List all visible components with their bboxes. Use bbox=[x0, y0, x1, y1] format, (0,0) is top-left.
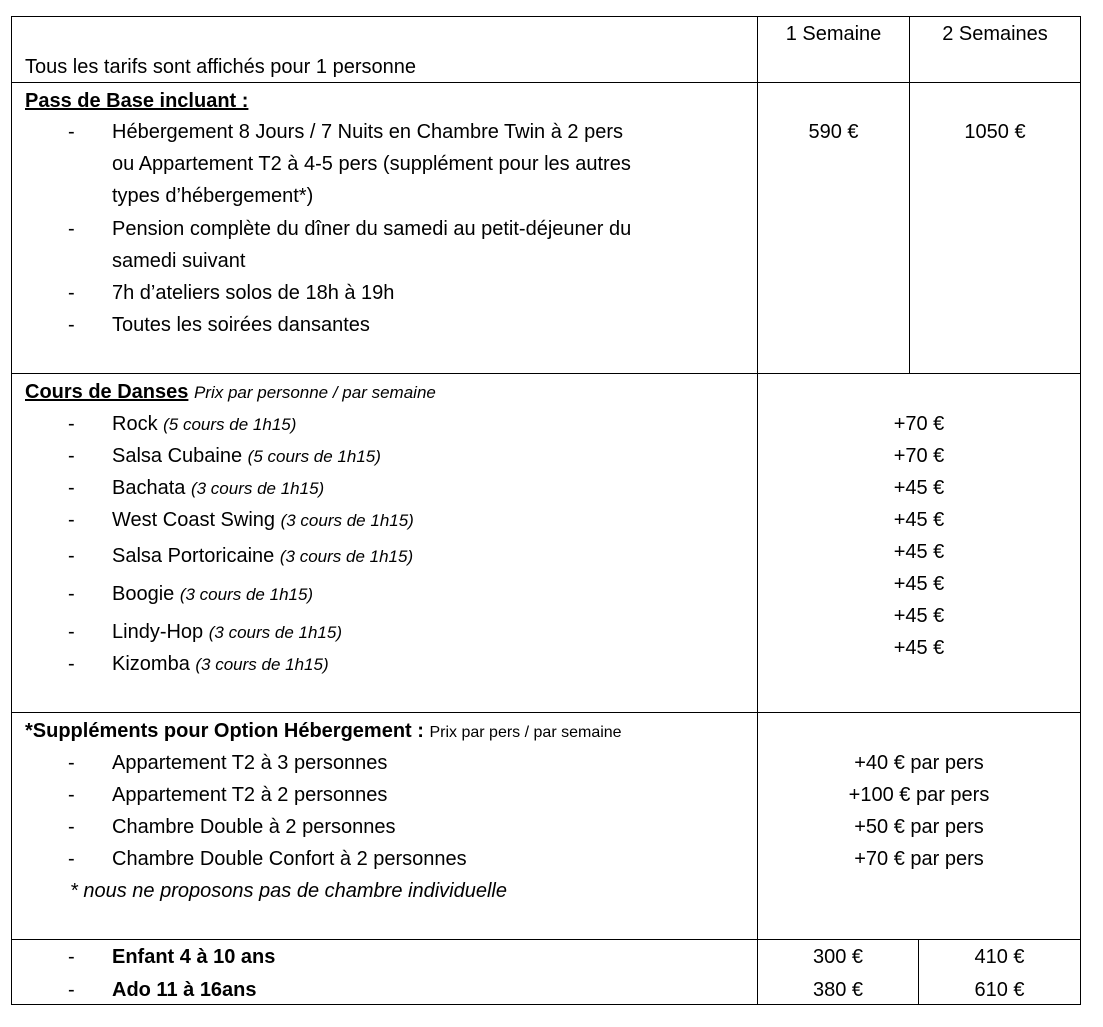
bullet: - bbox=[68, 121, 75, 143]
bullet: - bbox=[68, 946, 75, 968]
pass-line: Pension complète du dîner du samedi au p… bbox=[112, 218, 632, 240]
course-name: Salsa Portoricaine bbox=[112, 545, 275, 567]
course-item: Bachata (3 cours de 1h15) bbox=[112, 476, 324, 501]
course-name: Kizomba bbox=[112, 653, 190, 675]
course-price: +70 € bbox=[893, 445, 945, 467]
course-price: +45 € bbox=[893, 477, 945, 499]
border bbox=[909, 16, 910, 373]
youth-price-2-weeks: 410 € bbox=[974, 946, 1025, 968]
course-price: +45 € bbox=[893, 509, 945, 531]
border bbox=[11, 939, 1081, 940]
course-item: Kizomba (3 cours de 1h15) bbox=[112, 652, 329, 677]
bullet: - bbox=[68, 282, 75, 304]
border bbox=[11, 712, 1081, 713]
border bbox=[757, 16, 758, 1005]
course-detail: (3 cours de 1h15) bbox=[179, 585, 314, 604]
bullet: - bbox=[68, 979, 75, 1001]
course-name: Boogie bbox=[112, 583, 175, 605]
course-detail: (3 cours de 1h15) bbox=[280, 511, 414, 530]
supplement-name: Chambre Double Confort à 2 personnes bbox=[112, 848, 467, 870]
course-name: West Coast Swing bbox=[112, 509, 276, 531]
course-price: +70 € bbox=[893, 413, 945, 435]
column-header-1-week: 1 Semaine bbox=[785, 23, 882, 45]
youth-price-1-week: 380 € bbox=[812, 979, 864, 1001]
youth-label: Enfant 4 à 10 ans bbox=[112, 946, 276, 968]
bullet: - bbox=[68, 621, 75, 643]
border bbox=[11, 82, 1081, 83]
course-price: +45 € bbox=[893, 637, 945, 659]
course-detail: (5 cours de 1h15) bbox=[163, 415, 297, 434]
course-name: Lindy-Hop bbox=[112, 621, 204, 643]
bullet: - bbox=[68, 509, 75, 531]
bullet: - bbox=[68, 314, 75, 336]
supplements-note: * nous ne proposons pas de chambre indiv… bbox=[70, 880, 507, 902]
bullet: - bbox=[68, 583, 75, 605]
column-header-2-weeks: 2 Semaines bbox=[942, 23, 1048, 45]
border bbox=[11, 1004, 1081, 1005]
pass-line: types d’hébergement*) bbox=[112, 185, 314, 207]
course-item: Rock (5 cours de 1h15) bbox=[112, 412, 296, 437]
supplement-name: Chambre Double à 2 personnes bbox=[112, 816, 396, 838]
pass-price-2-weeks: 1050 € bbox=[964, 121, 1026, 143]
course-item: Salsa Cubaine (5 cours de 1h15) bbox=[112, 444, 381, 469]
supplements-title: *Suppléments pour Option Hébergement : bbox=[25, 720, 424, 742]
bullet: - bbox=[68, 445, 75, 467]
course-item: Boogie (3 cours de 1h15) bbox=[112, 582, 313, 607]
pass-line: Hébergement 8 Jours / 7 Nuits en Chambre… bbox=[112, 121, 623, 143]
course-name: Bachata bbox=[112, 477, 186, 499]
supplement-price: +50 € par pers bbox=[854, 816, 984, 838]
bullet: - bbox=[68, 413, 75, 435]
bullet: - bbox=[68, 218, 75, 240]
course-price: +45 € bbox=[893, 605, 945, 627]
courses-header: Cours de Danses Prix par personne / par … bbox=[25, 380, 436, 405]
courses-title: Cours de Danses bbox=[25, 381, 189, 403]
youth-label: Ado 11 à 16ans bbox=[112, 979, 257, 1001]
bullet: - bbox=[68, 752, 75, 774]
course-item: West Coast Swing (3 cours de 1h15) bbox=[112, 508, 414, 533]
course-item: Lindy-Hop (3 cours de 1h15) bbox=[112, 620, 342, 645]
course-detail: (5 cours de 1h15) bbox=[247, 447, 381, 466]
pass-line: Toutes les soirées dansantes bbox=[112, 314, 370, 336]
border bbox=[11, 16, 1081, 17]
course-item: Salsa Portoricaine (3 cours de 1h15) bbox=[112, 544, 413, 569]
course-name: Salsa Cubaine bbox=[112, 445, 243, 467]
border bbox=[918, 939, 919, 1004]
supplements-header: *Suppléments pour Option Hébergement : P… bbox=[25, 719, 622, 745]
bullet: - bbox=[68, 848, 75, 870]
pass-line: samedi suivant bbox=[112, 250, 246, 272]
youth-price-1-week: 300 € bbox=[812, 946, 864, 968]
course-detail: (3 cours de 1h15) bbox=[195, 655, 329, 674]
supplement-name: Appartement T2 à 2 personnes bbox=[112, 784, 388, 806]
supplement-price: +100 € par pers bbox=[848, 784, 990, 806]
bullet: - bbox=[68, 653, 75, 675]
bullet: - bbox=[68, 477, 75, 499]
supplement-name: Appartement T2 à 3 personnes bbox=[112, 752, 388, 774]
pass-title: Pass de Base incluant : bbox=[25, 90, 249, 112]
youth-price-2-weeks: 610 € bbox=[974, 979, 1025, 1001]
course-detail: (3 cours de 1h15) bbox=[190, 479, 325, 498]
pass-line: 7h d’ateliers solos de 18h à 19h bbox=[112, 282, 395, 304]
course-price: +45 € bbox=[893, 573, 945, 595]
course-detail: (3 cours de 1h15) bbox=[279, 547, 414, 566]
supplements-subtitle: Prix par pers / par semaine bbox=[429, 724, 622, 741]
tariff-note: Tous les tarifs sont affichés pour 1 per… bbox=[25, 56, 416, 78]
courses-subtitle: Prix par personne / par semaine bbox=[193, 383, 436, 402]
bullet: - bbox=[68, 545, 75, 567]
supplement-price: +70 € par pers bbox=[854, 848, 984, 870]
bullet: - bbox=[68, 816, 75, 838]
course-detail: (3 cours de 1h15) bbox=[208, 623, 342, 642]
border bbox=[1080, 16, 1081, 1005]
course-price: +45 € bbox=[893, 541, 945, 563]
supplement-price: +40 € par pers bbox=[854, 752, 984, 774]
pass-price-1-week: 590 € bbox=[808, 121, 859, 143]
border bbox=[11, 16, 12, 1005]
bullet: - bbox=[68, 784, 75, 806]
course-name: Rock bbox=[112, 413, 158, 435]
border bbox=[11, 373, 1081, 374]
pass-line: ou Appartement T2 à 4-5 pers (supplément… bbox=[112, 153, 631, 175]
